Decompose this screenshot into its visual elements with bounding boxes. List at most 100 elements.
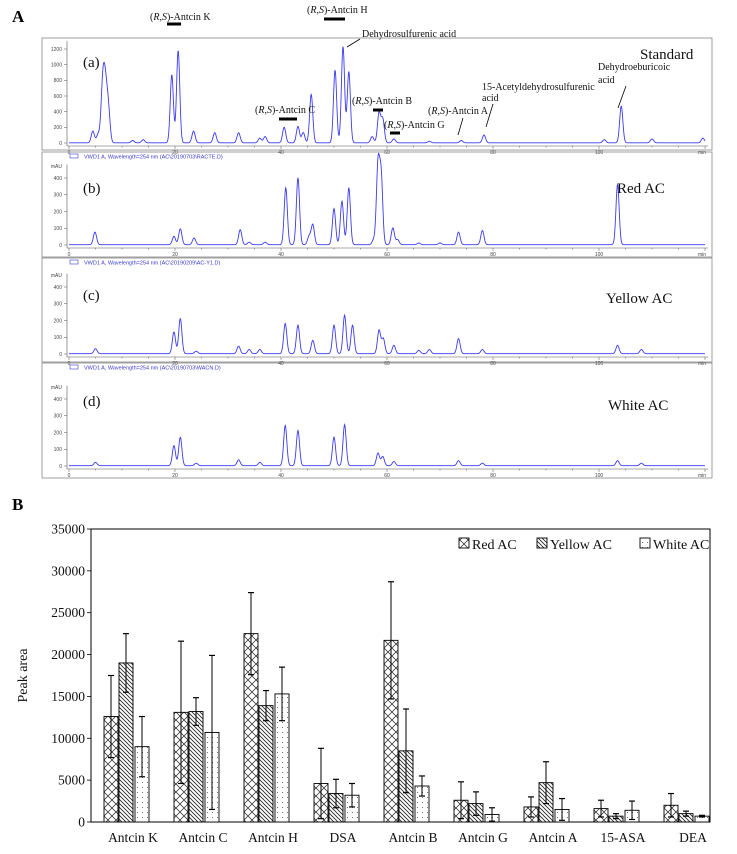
y-tick-label: 15000 (51, 689, 85, 704)
x-unit-label: min (698, 361, 706, 367)
chromatogram-panel-a: 0 200 400 600 800 1000 1200 0 20 40 60 80 100 min (a) S… (41, 5, 713, 156)
y-tick-label: 1200 (51, 47, 62, 53)
chromatogram-panel-c: VWD1 A, Wavelength=254 nm (AC\20190209\A… (41, 257, 713, 367)
y-tick-label: 0 (59, 243, 62, 249)
y-tick-label: 400 (54, 397, 63, 403)
x-tick-label: 80 (490, 361, 496, 367)
y-tick-label: 300 (54, 414, 63, 420)
x-tick-label: 80 (490, 252, 496, 258)
peak-annotation: (R,S)-Antcin K (150, 12, 211, 23)
legend-swatch-icon (69, 364, 79, 370)
panel-frame (41, 37, 713, 151)
panel-title: Standard (640, 47, 694, 63)
figure-panel-a-label: A (12, 7, 25, 26)
y-tick-label: 35000 (51, 522, 85, 537)
panel-header: VWD1 A, Wavelength=254 nm (AC\20190703\R… (84, 155, 223, 161)
y-tick-label: 200 (54, 430, 63, 436)
x-tick-label: 60 (384, 150, 390, 156)
panel-letter: (d) (83, 394, 101, 410)
panel-frame (41, 257, 713, 363)
y-tick-label: 400 (54, 109, 63, 115)
y-tick-label: 0 (59, 141, 62, 147)
y-tick-label: 600 (54, 94, 63, 100)
category-label: Antcin A (528, 830, 577, 845)
annotation-leader-line (617, 85, 627, 109)
x-tick-label: 20 (172, 361, 178, 367)
annotation-leader-line (346, 38, 361, 48)
x-tick-label: 20 (172, 473, 178, 479)
category-label: Antcin C (178, 830, 227, 845)
y-tick-label: 10000 (51, 731, 85, 746)
chromatogram-panel-d: VWD1 A, Wavelength=254 nm (AC\20190703\W… (41, 362, 713, 479)
peak-annotation: (R,S)-Antcin C (255, 105, 315, 116)
x-tick-label: 40 (278, 252, 284, 258)
category-label: DEA (679, 830, 707, 845)
peak-annotation: 15-Acetyldehydrosulfurenic (482, 82, 595, 93)
peak-annotation: (R,S)-Antcin H (307, 5, 368, 16)
x-tick-label: 0 (68, 150, 71, 156)
panel-letter: (a) (83, 55, 100, 71)
y-tick-label: 300 (54, 302, 63, 308)
figure-panel-b-label: B (12, 495, 23, 514)
x-tick-label: 0 (68, 252, 71, 258)
panel-letter: (c) (83, 288, 100, 304)
y-unit-label: mAU (51, 164, 63, 170)
x-unit-label: min (698, 252, 706, 258)
y-tick-label: 400 (54, 176, 63, 182)
y-tick-label: 100 (54, 447, 63, 453)
legend-label: Red AC (472, 538, 517, 553)
y-tick-label: 400 (54, 285, 63, 291)
x-unit-label: min (698, 150, 706, 156)
annotation-leader-line (457, 117, 464, 136)
x-tick-label: 20 (172, 150, 178, 156)
panel-title: Yellow AC (606, 291, 672, 307)
y-tick-label: 30000 (51, 563, 85, 578)
y-tick-label: 25000 (51, 605, 85, 620)
x-tick-label: 80 (490, 150, 496, 156)
x-tick-label: 100 (595, 473, 604, 479)
peak-annotation: (R,S)-Antcin G (384, 120, 445, 131)
y-tick-label: 200 (54, 318, 63, 324)
legend-swatch (536, 537, 548, 549)
panel-frame (41, 151, 713, 258)
bar-chart: 0 5000 10000 15000 20000 25000 30000 35000 Peak … (16, 522, 711, 845)
legend-label: Yellow AC (550, 538, 612, 553)
y-tick-label: 300 (54, 193, 63, 199)
y-tick-label: 100 (54, 335, 63, 341)
x-tick-label: 0 (68, 361, 71, 367)
chromatogram-trace (69, 152, 705, 246)
peak-annotation: Dehydrosulfurenic acid (362, 29, 456, 40)
panel-title: Red AC (617, 181, 665, 197)
y-axis-label: Peak area (16, 648, 31, 703)
y-tick-label: 1000 (51, 62, 62, 68)
peak-annotation: (R,S)-Antcin B (352, 96, 412, 107)
legend-swatch (639, 537, 651, 549)
bar-yellow-ac (258, 705, 274, 823)
peak-annotation-line2: acid (482, 93, 499, 104)
legend-swatch (458, 537, 470, 549)
legend-swatch-icon (69, 153, 79, 159)
peak-annotation: Dehydroeburicoic (598, 62, 671, 73)
x-tick-label: 40 (278, 361, 284, 367)
x-unit-label: min (698, 473, 706, 479)
x-tick-label: 100 (595, 252, 604, 258)
panel-header: VWD1 A, Wavelength=254 nm (AC\20190209\A… (84, 261, 220, 267)
x-tick-label: 0 (68, 473, 71, 479)
category-label: DSA (329, 830, 356, 845)
x-tick-label: 60 (384, 473, 390, 479)
category-label: Antcin B (388, 830, 437, 845)
y-tick-label: 0 (59, 464, 62, 470)
legend-swatch-icon (69, 259, 79, 265)
bar-yellow-ac (188, 711, 204, 823)
y-tick-label: 0 (78, 815, 85, 830)
chromatogram-trace (69, 313, 705, 355)
y-tick-label: 800 (54, 78, 63, 84)
x-tick-label: 80 (490, 473, 496, 479)
y-unit-label: mAU (51, 273, 63, 279)
x-tick-label: 40 (278, 473, 284, 479)
x-tick-label: 60 (384, 252, 390, 258)
x-tick-label: 100 (595, 150, 604, 156)
peak-annotation: (R,S)-Antcin A (428, 106, 489, 117)
x-tick-label: 20 (172, 252, 178, 258)
